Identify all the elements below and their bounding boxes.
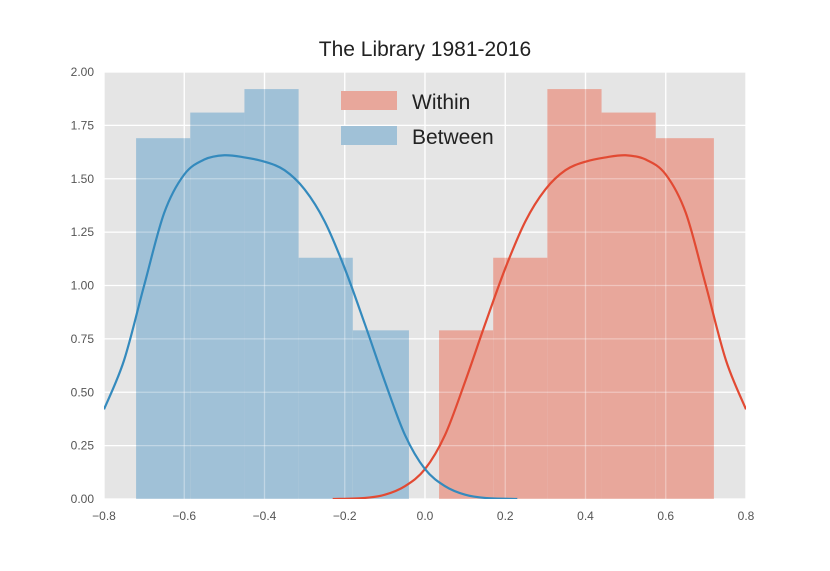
x-tick-label-3: −0.2 — [333, 509, 357, 523]
chart-title: The Library 1981-2016 — [319, 38, 531, 61]
y-tick-label-3: 0.75 — [71, 332, 95, 346]
bar-within-0 — [439, 330, 494, 499]
legend-swatch-between — [341, 126, 397, 145]
bar-within-3 — [601, 112, 656, 499]
x-tick-label-7: 0.6 — [657, 509, 674, 523]
bar-within-4 — [655, 138, 714, 499]
kde-line-between — [104, 154, 518, 499]
legend: Within Between — [341, 91, 494, 149]
x-tick-label-8: 0.8 — [738, 509, 755, 523]
x-tick-label-1: −0.6 — [172, 509, 196, 523]
kde-curves — [104, 154, 746, 499]
bar-between-0 — [136, 138, 191, 499]
y-tick-label-4: 1.00 — [71, 279, 95, 293]
y-tick-label-6: 1.50 — [71, 172, 95, 186]
axes: −0.8 −0.6 −0.4 −0.2 0.0 0.2 0.4 0.6 0.8 0.00 0.25 0… — [71, 65, 755, 523]
x-tick-label-0: −0.8 — [92, 509, 116, 523]
legend-swatch-within — [341, 91, 397, 110]
y-tick-label-2: 0.50 — [71, 385, 95, 399]
bar-within-1 — [493, 257, 548, 499]
x-tick-label-6: 0.4 — [577, 509, 594, 523]
legend-label-within: Within — [412, 91, 470, 114]
kde-line-within — [332, 154, 746, 499]
bar-between-3 — [298, 257, 353, 499]
x-tick-label-4: 0.0 — [417, 509, 434, 523]
x-tick-label-5: 0.2 — [497, 509, 514, 523]
x-tick-label-2: −0.4 — [253, 509, 277, 523]
y-tick-label-5: 1.25 — [71, 225, 95, 239]
y-tick-label-7: 1.75 — [71, 118, 95, 132]
bar-between-2 — [244, 89, 299, 499]
bar-between-1 — [190, 112, 245, 499]
y-tick-label-1: 0.25 — [71, 439, 95, 453]
y-tick-label-0: 0.00 — [71, 492, 95, 506]
legend-label-between: Between — [412, 126, 494, 149]
y-tick-label-8: 2.00 — [71, 65, 95, 79]
bar-between-4 — [352, 330, 409, 499]
histogram-bars — [103, 71, 747, 500]
bar-within-2 — [547, 89, 602, 499]
